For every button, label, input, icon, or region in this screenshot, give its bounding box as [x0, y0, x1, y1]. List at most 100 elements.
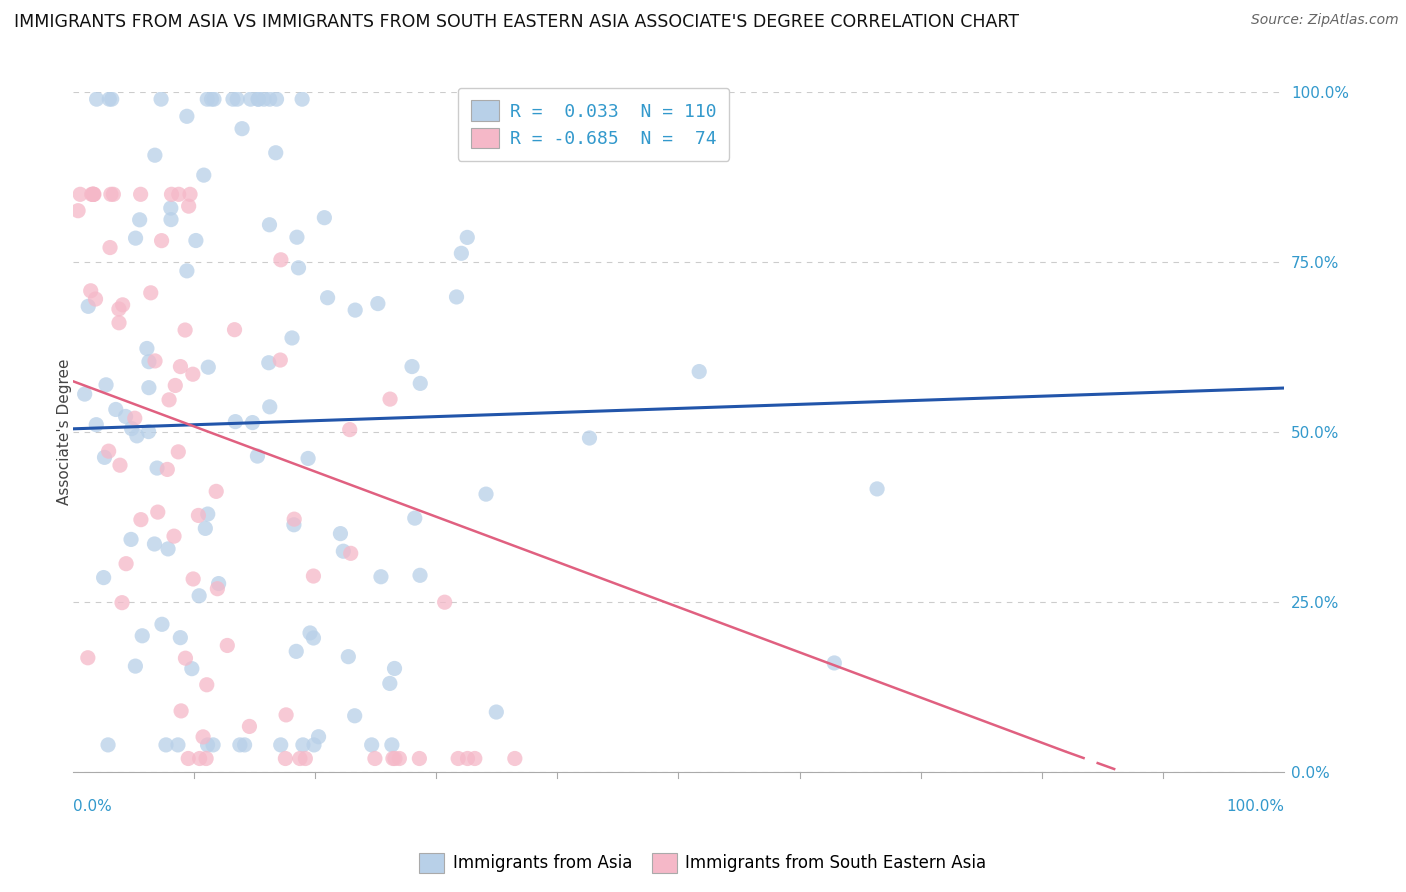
Point [108, 301, 131, 316]
Point [80, 187, 103, 202]
Point [475, 487, 498, 501]
Point [299, 626, 322, 640]
Point [207, 582, 229, 596]
Point [343, 708, 366, 723]
Text: Source: ZipAtlas.com: Source: ZipAtlas.com [1251, 13, 1399, 28]
Point [176, 109, 198, 123]
Point [120, 533, 142, 547]
Point [332, 544, 354, 558]
Point [297, 451, 319, 466]
Point [229, 738, 252, 752]
Point [364, 751, 387, 765]
Point [181, 572, 204, 586]
Point [135, 342, 157, 356]
Point [200, 92, 222, 106]
Point [184, 234, 207, 248]
Point [197, 507, 219, 521]
Point [339, 423, 361, 437]
Point [242, 416, 264, 430]
Point [409, 376, 432, 391]
Point [259, 92, 281, 106]
Point [104, 402, 127, 417]
Point [314, 211, 336, 225]
Point [155, 738, 177, 752]
Point [169, 359, 191, 374]
Point [285, 644, 308, 658]
Point [93, 450, 115, 465]
Point [167, 187, 190, 202]
Point [450, 246, 472, 260]
Point [281, 331, 304, 345]
Point [100, 92, 122, 106]
Point [180, 662, 202, 676]
Point [246, 449, 269, 463]
Point [316, 291, 339, 305]
Point [285, 230, 308, 244]
Point [157, 541, 180, 556]
Point [202, 92, 225, 106]
Point [503, 751, 526, 765]
Point [165, 378, 187, 392]
Point [270, 252, 292, 267]
Point [700, 92, 723, 106]
Point [247, 92, 270, 106]
Point [143, 537, 166, 551]
Point [287, 260, 309, 275]
Point [446, 290, 468, 304]
Point [207, 576, 229, 591]
Point [138, 381, 160, 395]
Point [94, 377, 117, 392]
Point [205, 484, 228, 499]
Point [195, 92, 218, 106]
Point [666, 92, 689, 106]
Point [159, 201, 181, 215]
Point [177, 751, 200, 765]
Point [188, 751, 211, 765]
Legend: R =  0.033  N = 110, R = -0.685  N =  74: R = 0.033 N = 110, R = -0.685 N = 74 [458, 87, 730, 161]
Point [381, 738, 404, 752]
Point [224, 323, 246, 337]
Point [274, 751, 297, 765]
Point [447, 751, 470, 765]
Point [111, 596, 134, 610]
Point [191, 730, 214, 744]
Point [283, 512, 305, 526]
Point [157, 392, 180, 407]
Point [129, 513, 152, 527]
Point [187, 508, 209, 523]
Point [124, 411, 146, 425]
Point [98, 92, 121, 106]
Point [86, 92, 108, 106]
Point [114, 409, 136, 424]
Point [492, 135, 515, 149]
Point [174, 323, 197, 337]
Point [128, 212, 150, 227]
Point [578, 431, 600, 445]
Point [121, 421, 143, 435]
Point [84, 417, 107, 432]
Point [344, 303, 367, 318]
Point [264, 145, 287, 160]
Point [103, 187, 125, 202]
Point [84, 292, 107, 306]
Point [193, 168, 215, 182]
Point [378, 676, 401, 690]
Point [401, 359, 423, 374]
Point [82, 187, 104, 202]
Point [329, 526, 352, 541]
Point [270, 738, 292, 752]
Point [222, 92, 245, 106]
Point [82, 187, 104, 202]
Point [194, 521, 217, 535]
Point [302, 569, 325, 583]
Point [378, 392, 401, 406]
Point [337, 649, 360, 664]
Point [460, 92, 482, 106]
Point [97, 444, 120, 458]
Point [177, 199, 200, 213]
Point [302, 631, 325, 645]
Point [291, 92, 314, 106]
Point [69, 187, 91, 202]
Point [288, 751, 311, 765]
Point [97, 738, 120, 752]
